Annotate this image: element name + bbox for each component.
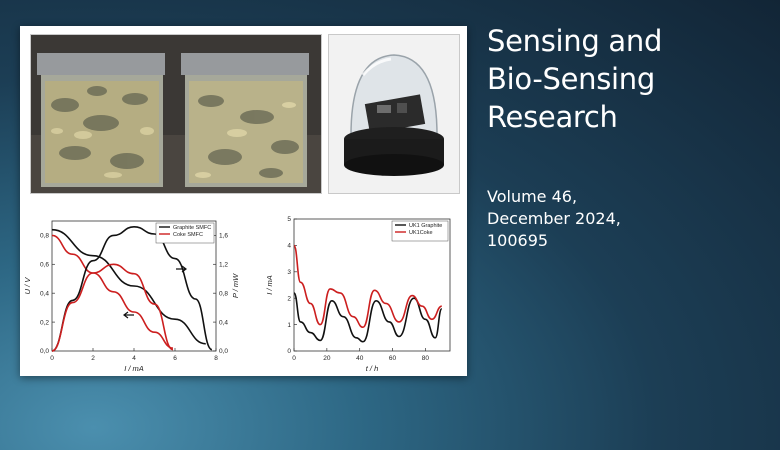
issue-info: Volume 46, December 2024, 100695 xyxy=(487,186,687,252)
x-tick-label: 80 xyxy=(422,355,430,362)
series-line xyxy=(51,234,174,349)
y-tick-label: 0,4 xyxy=(40,290,49,297)
legend-label: Graphite SMFC xyxy=(173,225,211,231)
x-tick-label: 6 xyxy=(173,355,177,362)
y-tick-label: 3 xyxy=(287,269,291,276)
series-line xyxy=(51,263,174,352)
legend-label: UK1 Graphite xyxy=(409,223,442,229)
current-time-chart: 0 20 40 60 80 0 1 2 3 4 5 t / h I / mA UK1 Graphite UK… xyxy=(264,211,458,376)
x-tick-label: 4 xyxy=(132,355,136,362)
x-tick-label: 2 xyxy=(91,355,95,362)
y-axis-label: I / mA xyxy=(265,275,274,295)
y-tick-label: 0,0 xyxy=(40,348,49,355)
y-right-tick-label: 1,2 xyxy=(219,262,228,269)
y-tick-label: 0,8 xyxy=(40,233,49,240)
y-tick-label: 0 xyxy=(287,348,291,355)
journal-title-line: Sensing and xyxy=(487,24,663,58)
y-right-tick-label: 0,4 xyxy=(219,319,228,326)
sediment-trays-photo xyxy=(30,34,322,194)
journal-title-line: Research xyxy=(487,100,618,134)
y-tick-label: 4 xyxy=(287,243,291,250)
x-tick-label: 20 xyxy=(323,355,331,362)
polarization-power-chart: 0 2 4 6 8 0,0 0,2 0,4 0,6 0,8 0,0 0,4 0,8 1,2 1,6 I / m… xyxy=(23,211,244,376)
y-tick-label: 2 xyxy=(287,295,291,302)
x-tick-label: 0 xyxy=(292,355,296,362)
issue-date: December 2024, xyxy=(487,209,621,228)
arrow-left-icon xyxy=(123,311,134,319)
legend-label: Coke SMFC xyxy=(173,232,203,238)
journal-title: Sensing and Bio-Sensing Research xyxy=(487,22,767,136)
y-tick-label: 1 xyxy=(287,322,291,329)
legend-box xyxy=(391,220,449,242)
y-right-tick-label: 0,0 xyxy=(219,348,228,355)
series-line xyxy=(51,228,206,345)
y-right-tick-label: 1,6 xyxy=(219,233,228,240)
journal-title-line: Bio-Sensing xyxy=(487,62,655,96)
y-right-tick-label: 0,8 xyxy=(219,290,228,297)
y-axis-label: U / V xyxy=(23,277,32,295)
article-number: 100695 xyxy=(487,231,549,250)
x-tick-label: 60 xyxy=(389,355,397,362)
x-axis-label: I / mA xyxy=(124,364,144,373)
series-line xyxy=(293,292,443,343)
series-line xyxy=(51,225,213,352)
y-right-axis-label: P / mW xyxy=(231,273,240,298)
sensor-dome-photo xyxy=(328,34,460,194)
cover-figure: 0 2 4 6 8 0,0 0,2 0,4 0,6 0,8 0,0 0,4 0,8 1,2 1,6 I / m… xyxy=(20,26,467,376)
x-tick-label: 0 xyxy=(50,355,54,362)
series-line xyxy=(293,244,443,329)
arrow-right-icon xyxy=(176,265,187,273)
volume-label: Volume 46, xyxy=(487,187,578,206)
x-axis-label: t / h xyxy=(366,364,379,373)
legend-box xyxy=(155,222,215,244)
y-tick-label: 5 xyxy=(287,216,291,223)
y-tick-label: 0,6 xyxy=(40,262,49,269)
y-tick-label: 0,2 xyxy=(40,319,49,326)
plot-frame xyxy=(293,218,451,352)
x-tick-label: 8 xyxy=(214,355,218,362)
legend-label: UK1Coke xyxy=(409,230,433,236)
x-tick-label: 40 xyxy=(356,355,364,362)
